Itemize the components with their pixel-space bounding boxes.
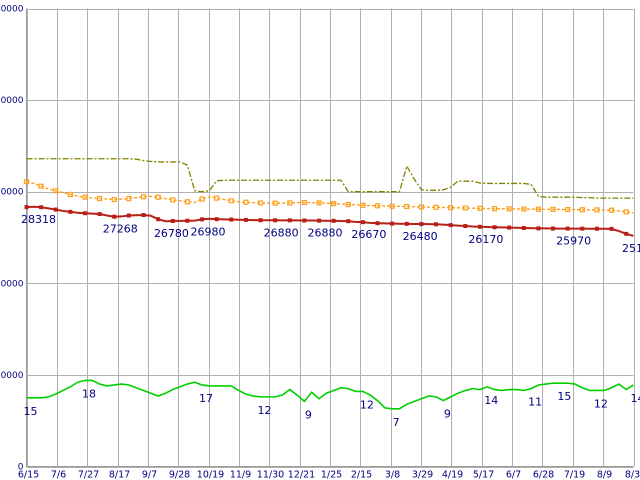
x-axis-tick-label: 3/8 xyxy=(385,470,400,480)
red-data-label: 26780 xyxy=(154,227,189,240)
x-axis-tick-label: 3/29 xyxy=(412,470,433,480)
red-series-data-labels: 28318 27268 26780 26980 26880 26880 26670 26480… xyxy=(21,213,640,255)
x-axis-tick-label: 6/7 xyxy=(506,470,521,480)
y-axis-tick-label: 40000 xyxy=(0,96,24,106)
x-axis-tick-label: 6/15 xyxy=(18,470,39,480)
green-data-label: 12 xyxy=(258,404,272,417)
x-axis-tick-label: 7/27 xyxy=(78,470,99,480)
red-data-label: 26980 xyxy=(191,225,226,238)
green-data-label: 9 xyxy=(305,408,312,421)
x-axis-tick-label: 4/19 xyxy=(442,470,463,480)
red-data-label: 26480 xyxy=(403,230,438,243)
y-axis-tick-label: 50000 xyxy=(0,5,24,15)
green-data-label: 7 xyxy=(393,416,400,429)
green-data-label: 14 xyxy=(484,394,498,407)
series-high-olive xyxy=(26,158,634,199)
green-data-label: 12 xyxy=(594,397,608,410)
x-axis-tick-label: 7/6 xyxy=(51,470,66,480)
red-data-label: 25168 xyxy=(622,242,640,255)
x-axis-tick-label: 8/9 xyxy=(597,470,612,480)
x-axis-tick-label: 8/17 xyxy=(109,470,130,480)
y-axis-tick-label: 10000 xyxy=(0,371,24,381)
x-axis-tick-label: 11/30 xyxy=(257,470,284,480)
x-axis-tick-label: 2/15 xyxy=(351,470,372,480)
series-average-orange xyxy=(23,179,634,215)
red-data-label: 26170 xyxy=(468,233,503,246)
green-data-label: 18 xyxy=(82,387,96,400)
x-axis-tick-label: 6/28 xyxy=(533,470,554,480)
x-axis-tick-label: 5/17 xyxy=(473,470,494,480)
y-axis-tick-label: 20000 xyxy=(0,279,24,289)
red-data-label: 25970 xyxy=(556,235,591,248)
red-data-label: 28318 xyxy=(21,213,56,226)
x-axis-tick-label: 9/28 xyxy=(169,470,190,480)
x-axis-tick-label: 9/7 xyxy=(142,470,157,480)
x-axis-tick-labels: 6/15 7/6 7/27 8/17 9/7 9/28 10/19 11/9 11/30 12/2… xyxy=(18,470,640,480)
axis-lines xyxy=(26,8,634,467)
red-data-label: 26670 xyxy=(351,228,386,241)
y-axis-tick-label: 30000 xyxy=(0,188,24,198)
red-data-label: 26880 xyxy=(308,227,343,240)
x-axis-tick-label: 11/9 xyxy=(230,470,251,480)
x-axis-tick-label: 1/25 xyxy=(321,470,342,480)
x-axis-tick-label: 10/19 xyxy=(197,470,224,480)
green-data-label: 11 xyxy=(528,396,542,409)
green-data-label: 9 xyxy=(444,408,451,421)
green-series-data-labels: 15 18 17 12 9 12 7 9 14 11 15 12 14 xyxy=(24,387,640,428)
red-data-label: 27268 xyxy=(103,223,138,236)
green-data-label: 12 xyxy=(360,398,374,411)
x-axis-tick-label: 12/21 xyxy=(288,470,315,480)
green-data-label: 15 xyxy=(24,405,38,418)
x-axis-tick-label: 7/19 xyxy=(564,470,585,480)
x-axis-tick-label: 8/30 xyxy=(625,470,640,480)
y-axis-tick-label: 0 xyxy=(18,463,24,473)
series-price-red xyxy=(24,205,634,237)
red-data-label: 26880 xyxy=(264,226,299,239)
green-data-label: 14 xyxy=(631,392,640,405)
green-data-label: 15 xyxy=(557,390,571,403)
green-data-label: 17 xyxy=(199,392,213,405)
y-axis-tick-labels: 0 10000 20000 30000 40000 50000 xyxy=(0,5,24,473)
series-count-green xyxy=(26,379,634,410)
